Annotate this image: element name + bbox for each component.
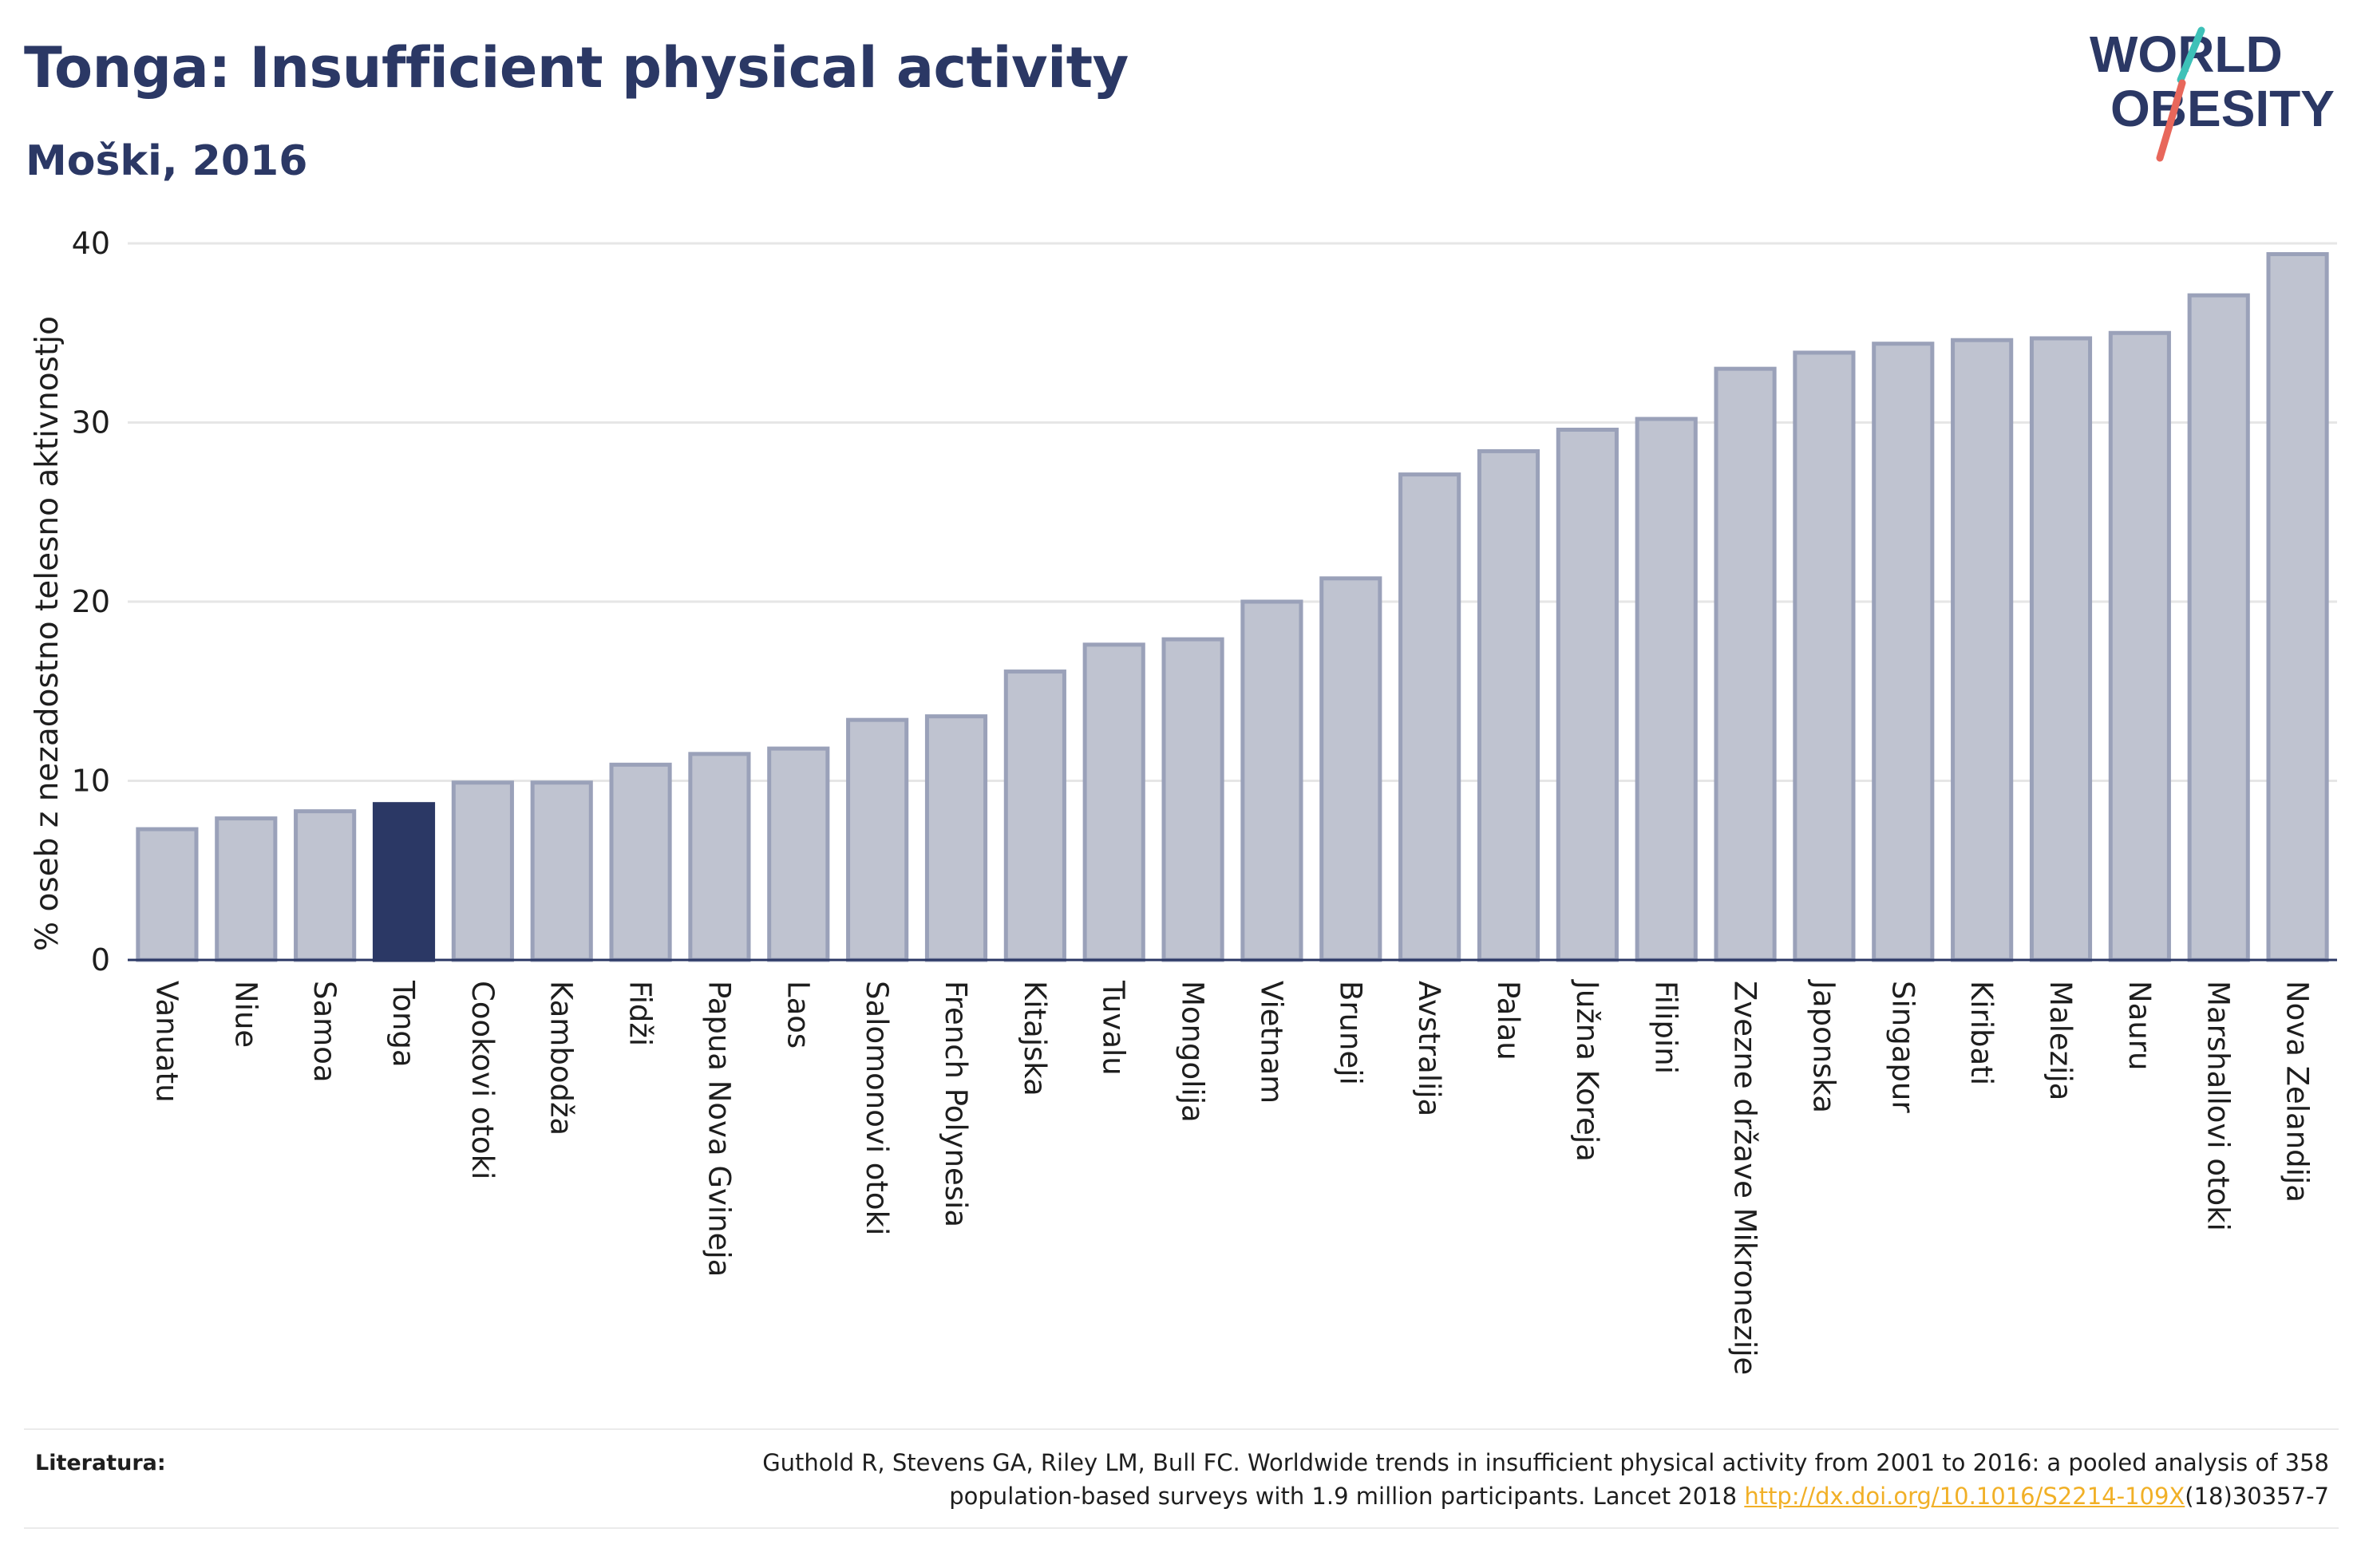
bar-fidži (609, 762, 672, 962)
chart-title: Tonga: Insufficient physical activity (24, 35, 1129, 101)
bar-filipini (1635, 417, 1698, 962)
bar-laos (767, 746, 830, 962)
reference-line2: population-based surveys with 1.9 millio… (762, 1479, 2329, 1513)
bar-french-polynesia (924, 714, 988, 962)
x-tick-label: Vanuatu (149, 981, 184, 1103)
x-tick-label: Mongolija (1176, 981, 1210, 1123)
x-tick-label: Kiribati (1964, 981, 1999, 1085)
logo-line2: OBESITY (2110, 80, 2335, 137)
x-tick-label: Nova Zelandija (2280, 981, 2315, 1203)
x-tick-label: Salomonovi otoki (860, 981, 894, 1235)
x-tick-label: Bruneji (1333, 981, 1367, 1085)
x-tick-label: Niue (228, 981, 263, 1048)
x-tick-label: Fidži (623, 981, 658, 1046)
x-tick-label: Kambodža (544, 981, 579, 1136)
bar-tonga (372, 802, 436, 962)
chart-subtitle: Moški, 2016 (26, 137, 308, 185)
x-tick-label: Marshallovi otoki (2201, 981, 2236, 1231)
x-tick-label: Zvezne države Mikronezije (1728, 981, 1762, 1375)
x-tick-label: Tuvalu (1097, 980, 1131, 1076)
y-axis-title: % oseb z nezadostno telesno aktivnostjo (30, 316, 65, 951)
footer: Literatura: Guthold R, Stevens GA, Riley… (24, 1428, 2339, 1529)
x-tick-label: Vietnam (1254, 981, 1288, 1104)
x-tick-label: Kitajska (1018, 981, 1052, 1096)
x-tick-label: French Polynesia (939, 981, 973, 1227)
y-tick-label: 40 (72, 226, 110, 261)
bar-zvezne-države-mikronezije (1714, 366, 1777, 962)
bar-avstralija (1398, 472, 1461, 962)
bar-tuvalu (1082, 642, 1145, 962)
bar-malezija (2029, 336, 2093, 962)
world-obesity-logo: WORLD OBESITY (2090, 26, 2335, 162)
bar-vanuatu (136, 827, 199, 962)
bar-japonska (1793, 350, 1856, 962)
bar-mongolija (1161, 637, 1224, 962)
x-tick-label: Japonska (1806, 979, 1841, 1113)
logo-slash-red (2156, 79, 2186, 162)
x-tick-label: Papua Nova Gvineja (702, 981, 736, 1277)
y-axis-ticks: 0 10 20 30 40 (72, 226, 110, 978)
bar-bruneji (1319, 576, 1382, 962)
bar-samoa (294, 809, 357, 962)
reference-label: Literatura: (35, 1451, 166, 1475)
bar-chart: 0 10 20 30 40 Vanuatu Niue Samoa Tonga Cookovi o… (30, 226, 2337, 1375)
x-axis-labels: Vanuatu Niue Samoa Tonga Cookovi otoki Kambod… (149, 979, 2314, 1375)
bar-kiribati (1951, 338, 2014, 962)
bar-kambodža (530, 780, 593, 962)
x-tick-label: Tonga (386, 980, 421, 1068)
reference-text: Guthold R, Stevens GA, Riley LM, Bull FC… (762, 1446, 2329, 1513)
bar-nauru (2108, 330, 2171, 962)
bar-marshallovi-otoki (2187, 293, 2250, 962)
bar-niue (215, 816, 278, 962)
x-tick-label: Filipini (1649, 981, 1683, 1074)
x-tick-label: Malezija (2043, 981, 2078, 1100)
y-tick-label: 30 (72, 405, 110, 440)
y-tick-label: 10 (72, 764, 110, 799)
y-tick-label: 20 (72, 584, 110, 619)
bar-palau (1477, 448, 1540, 962)
x-tick-label: Južna Koreja (1570, 979, 1604, 1162)
x-tick-label: Samoa (307, 981, 342, 1083)
x-tick-label: Nauru (2122, 981, 2157, 1070)
x-tick-label: Laos (781, 981, 815, 1049)
x-tick-label: Cookovi otoki (465, 981, 500, 1179)
y-tick-label: 0 (91, 942, 110, 978)
bar-vietnam (1240, 599, 1303, 962)
bar-singapur (1872, 342, 1935, 962)
x-tick-label: Palau (1491, 981, 1525, 1060)
bar-južna-koreja (1556, 427, 1619, 962)
bars (136, 251, 2329, 962)
doi-link[interactable]: http://dx.doi.org/10.1016/S2214-109X (1744, 1483, 2185, 1510)
reference-line2-suffix: (18)30357-7 (2185, 1483, 2329, 1510)
bar-salomonovi-otoki (846, 717, 909, 962)
bar-papua-nova-gvineja (688, 752, 751, 962)
bar-kitajska (1003, 669, 1066, 962)
x-tick-label: Singapur (1885, 981, 1920, 1113)
bar-nova-zelandija (2266, 251, 2329, 962)
logo-slash-teal (2177, 26, 2205, 84)
reference-line2-prefix: population-based surveys with 1.9 millio… (949, 1483, 1745, 1510)
x-tick-label: Avstralija (1412, 981, 1446, 1116)
bar-cookovi-otoki (451, 780, 514, 962)
reference-line1: Guthold R, Stevens GA, Riley LM, Bull FC… (762, 1449, 2329, 1476)
